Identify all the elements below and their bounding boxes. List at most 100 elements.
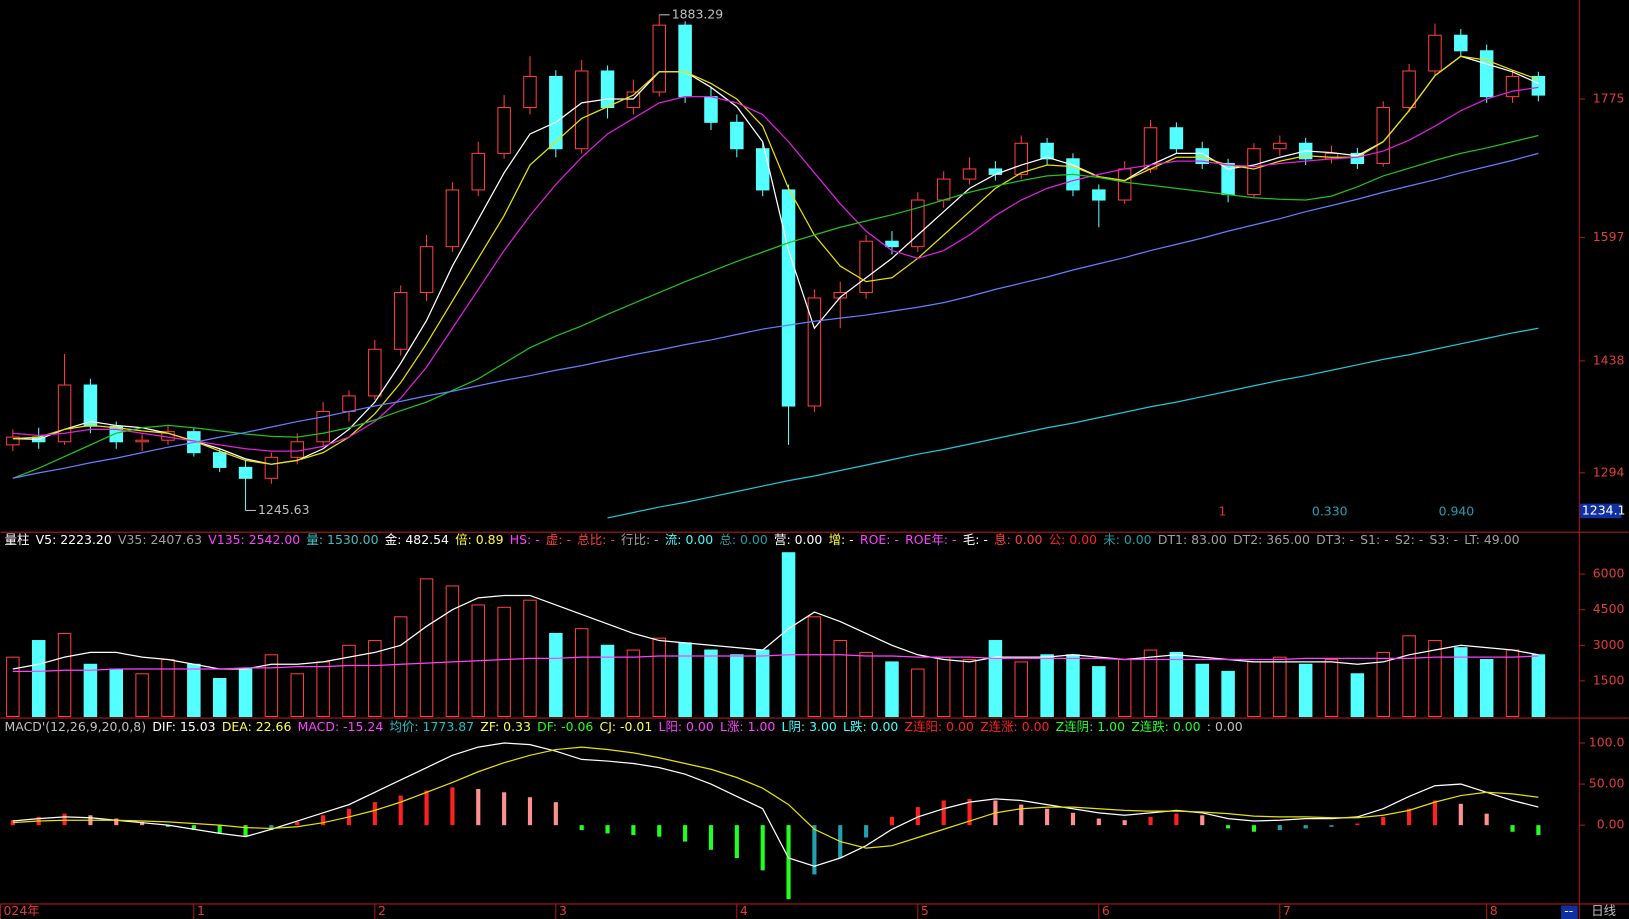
line xyxy=(12,55,1539,465)
header-item: 营: 0.00 xyxy=(774,531,822,546)
volume-bar xyxy=(109,668,124,718)
candle-body xyxy=(471,152,486,191)
line xyxy=(12,746,1539,849)
volume-bar xyxy=(574,628,589,718)
macd-bar xyxy=(1329,825,1334,827)
volume-bar xyxy=(368,640,382,718)
candle-body xyxy=(6,436,20,446)
volume-bar xyxy=(1505,649,1520,718)
volume-bar xyxy=(212,678,227,718)
y-tick-label: 3000 xyxy=(1593,637,1625,652)
volume-bar xyxy=(1350,673,1365,718)
header-item: L跌: 0.00 xyxy=(843,718,898,733)
candle-body xyxy=(885,240,899,248)
volume-bar xyxy=(1066,654,1080,718)
header-item: 总比: - xyxy=(577,531,615,546)
candle-body xyxy=(264,456,279,479)
macd-bar xyxy=(889,816,895,826)
candle-body xyxy=(342,395,356,412)
volume-bar xyxy=(1014,661,1028,718)
volume-bar xyxy=(1195,663,1209,718)
note: 0.330 xyxy=(1312,503,1348,518)
candle-body xyxy=(678,24,692,98)
macd-bar xyxy=(295,821,300,826)
volume-bar xyxy=(1143,649,1158,718)
line xyxy=(12,594,1539,670)
macd-bar xyxy=(1432,800,1438,826)
price-box-label: 1234.1 xyxy=(1582,502,1626,517)
header-item: 量: 1530.00 xyxy=(306,531,378,546)
macd-bar xyxy=(760,825,765,871)
candle-body xyxy=(652,24,667,93)
macd-bar xyxy=(1045,808,1050,826)
line xyxy=(607,327,1539,519)
macd-bar xyxy=(1019,804,1024,826)
volume-bar xyxy=(1169,651,1184,718)
candle-body xyxy=(57,384,72,443)
macd-bar xyxy=(165,825,171,827)
candle-body xyxy=(1247,148,1261,196)
macd-bar xyxy=(450,787,455,826)
macd-bar xyxy=(372,802,377,826)
volume-bar xyxy=(962,659,977,718)
volume-bar xyxy=(911,668,925,718)
macd-bar xyxy=(1536,825,1541,836)
volume-bar xyxy=(600,644,615,718)
macd-bar xyxy=(476,788,481,826)
x-tick-label: 4 xyxy=(740,903,748,918)
line xyxy=(12,742,1539,867)
volume-bar xyxy=(83,663,98,718)
header-item: V135: 2542.00 xyxy=(208,531,300,546)
volume-bar xyxy=(1454,647,1468,718)
header-item: MACD: -15.24 xyxy=(298,718,384,733)
volume-bar xyxy=(936,656,951,718)
candle-body xyxy=(1092,189,1106,201)
macd-bar xyxy=(1096,818,1101,826)
volume-bar xyxy=(419,578,434,718)
marker-box xyxy=(1561,905,1578,919)
volume-bar xyxy=(290,673,305,718)
candle-body xyxy=(859,240,873,294)
y-tick-label: 4500 xyxy=(1593,601,1625,616)
volume-bar xyxy=(316,661,330,718)
x-tick-label: 6 xyxy=(1102,903,1110,918)
volume-bar xyxy=(135,673,149,718)
macd-bar xyxy=(1381,816,1386,826)
candle-body xyxy=(1040,142,1054,160)
volume-bar xyxy=(393,616,408,718)
note: 0.940 xyxy=(1439,503,1475,518)
macd-bar xyxy=(941,800,946,826)
volume-bar xyxy=(678,642,692,718)
macd-bar xyxy=(1070,812,1076,826)
x-tick-label: 7 xyxy=(1283,903,1291,918)
volume-bar xyxy=(187,663,201,718)
candle-body xyxy=(135,439,149,443)
macd-bar xyxy=(502,792,507,826)
candle-body xyxy=(600,70,615,109)
candle-body xyxy=(393,292,408,350)
macd-bar xyxy=(1200,815,1205,826)
volume-bar xyxy=(885,661,899,718)
y-tick-label: 1294 xyxy=(1593,464,1625,479)
header-item: 未: 0.00 xyxy=(1103,531,1151,546)
macd-bar xyxy=(269,825,274,831)
candle-body xyxy=(1479,50,1494,98)
line xyxy=(12,134,1539,479)
header-item: Z连阳: 0.00 xyxy=(905,718,974,733)
candle-body xyxy=(936,178,951,201)
line xyxy=(12,654,1539,673)
macd-bar xyxy=(140,821,145,826)
macd-bar xyxy=(683,825,688,842)
volume-bar xyxy=(730,654,744,718)
panel-header: MACD'(12,26,9,20,0,8) DIF: 15.03 DEA: 22.6… xyxy=(5,718,1243,733)
y-tick-label: 1597 xyxy=(1593,229,1625,244)
volume-bar xyxy=(704,649,718,718)
candle-body xyxy=(1402,70,1416,109)
macd-bar xyxy=(1484,813,1489,826)
x-tick-label: 2 xyxy=(378,903,386,918)
candle-body xyxy=(1428,34,1442,72)
candle-body xyxy=(1169,127,1184,150)
header-item: ROE: - xyxy=(860,531,899,546)
volume-bar xyxy=(342,644,356,718)
